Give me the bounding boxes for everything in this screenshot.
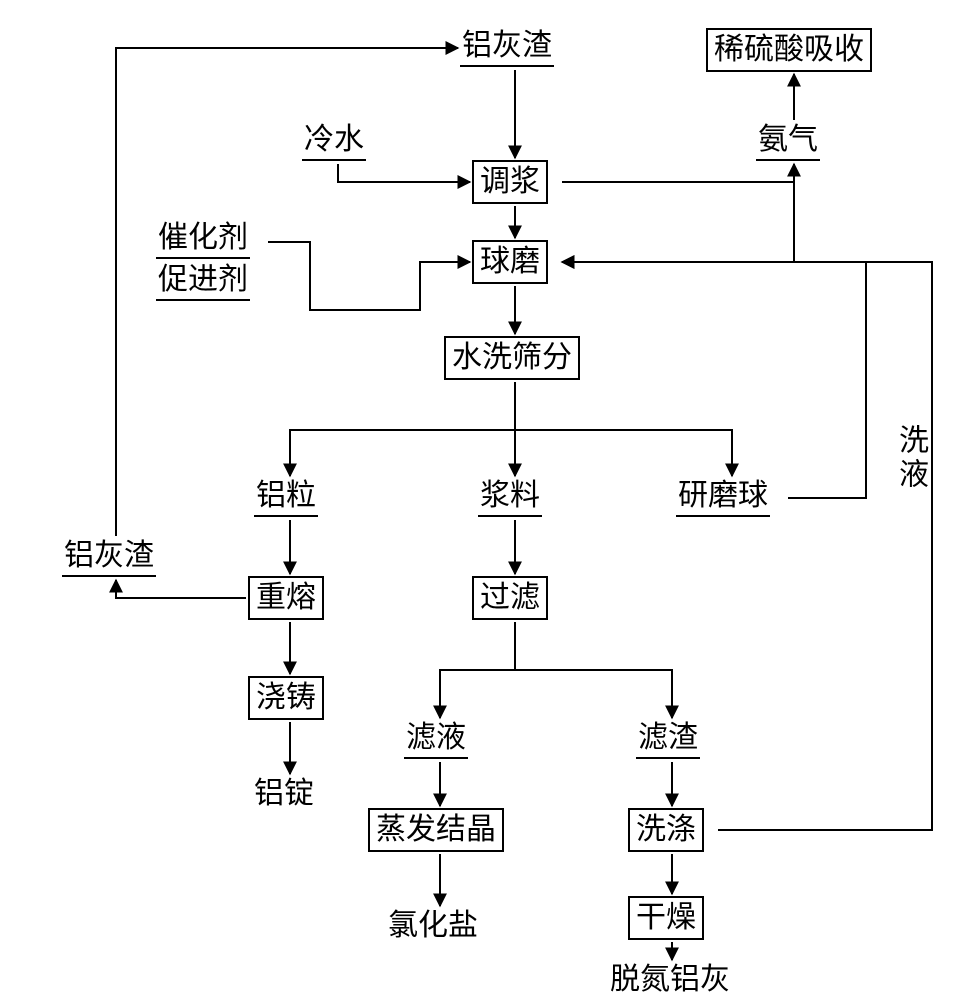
node-ball-mill: 球磨 <box>472 240 548 284</box>
node-wash-liquid: 洗液 <box>892 424 928 492</box>
node-promoter: 促进剂 <box>156 262 250 301</box>
node-washing: 洗涤 <box>628 808 704 852</box>
node-absorb: 稀硫酸吸收 <box>706 28 872 72</box>
node-catalyst: 催化剂 <box>156 220 250 259</box>
node-remelt: 重熔 <box>248 576 324 620</box>
node-chloride: 氯化盐 <box>388 908 478 944</box>
node-al-ingot: 铝锭 <box>254 776 314 812</box>
node-residue: 滤渣 <box>636 720 700 759</box>
node-drying: 干燥 <box>628 896 704 940</box>
node-aluminum-ash-top: 铝灰渣 <box>460 28 554 67</box>
node-mixing: 调浆 <box>472 160 548 204</box>
node-wash-sieve: 水洗筛分 <box>444 336 580 380</box>
node-al-particle: 铝粒 <box>254 478 318 517</box>
node-cold-water: 冷水 <box>302 122 366 161</box>
node-grinding-ball: 研磨球 <box>676 478 770 517</box>
node-slurry: 浆料 <box>478 478 542 517</box>
node-casting: 浇铸 <box>248 676 324 720</box>
node-denitro-ash: 脱氮铝灰 <box>610 962 730 998</box>
node-ammonia: 氨气 <box>756 122 820 161</box>
node-evap-cryst: 蒸发结晶 <box>368 808 504 852</box>
node-filter: 过滤 <box>472 576 548 620</box>
node-filtrate: 滤液 <box>404 720 468 759</box>
node-al-ash-left: 铝灰渣 <box>62 538 156 577</box>
